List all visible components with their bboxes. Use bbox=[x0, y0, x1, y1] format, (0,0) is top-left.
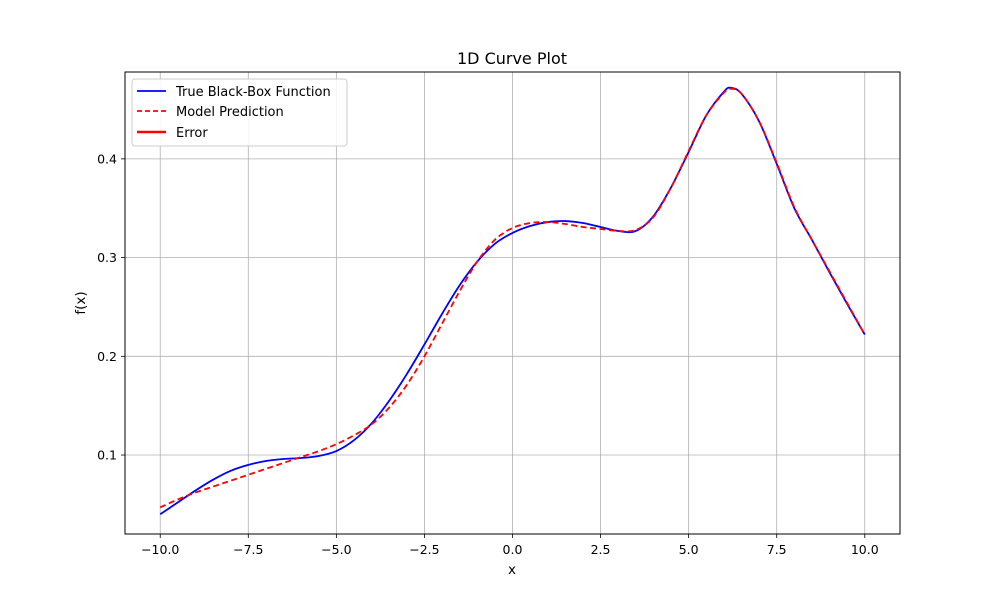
y-axis-ticks: 0.1 0.2 0.3 0.4 bbox=[97, 151, 125, 463]
x-tick-label: −10.0 bbox=[141, 542, 179, 557]
x-tick-label: −7.5 bbox=[233, 542, 263, 557]
x-tick-label: 5.0 bbox=[679, 542, 699, 557]
legend: True Black-Box Function Model Prediction… bbox=[131, 78, 348, 147]
legend-label-model-prediction: Model Prediction bbox=[176, 105, 284, 120]
x-axis-ticks: −10.0 −7.5 −5.0 −2.5 0.0 2.5 5.0 7.5 10.0 bbox=[141, 534, 879, 557]
y-tick-label: 0.4 bbox=[97, 151, 117, 166]
y-tick-label: 0.2 bbox=[97, 349, 117, 364]
x-tick-label: 10.0 bbox=[851, 542, 879, 557]
grid-lines bbox=[125, 72, 900, 534]
plot-series bbox=[159, 86, 866, 516]
x-tick-label: −2.5 bbox=[409, 542, 439, 557]
y-tick-label: 0.1 bbox=[97, 448, 117, 463]
series-true-black-box-function bbox=[159, 86, 866, 516]
x-tick-label: −5.0 bbox=[321, 542, 351, 557]
legend-box bbox=[131, 78, 348, 147]
x-tick-label: 7.5 bbox=[767, 542, 787, 557]
x-tick-label: 0.0 bbox=[503, 542, 523, 557]
legend-label-error: Error bbox=[176, 126, 208, 141]
legend-label-true-function: True Black-Box Function bbox=[175, 85, 331, 100]
x-axis-label: x bbox=[508, 562, 516, 578]
x-tick-label: 2.5 bbox=[591, 542, 611, 557]
chart-title: 1D Curve Plot bbox=[457, 49, 567, 68]
y-axis-label: f(x) bbox=[73, 291, 89, 314]
y-tick-label: 0.3 bbox=[97, 250, 117, 265]
